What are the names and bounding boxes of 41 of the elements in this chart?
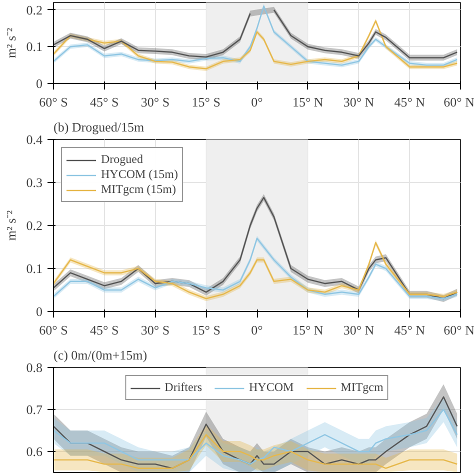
chart-title: (b) Drogued/15m xyxy=(54,120,144,134)
x-tick-label: 30° S xyxy=(140,322,170,338)
y-tick-label: 0 xyxy=(36,76,42,91)
x-tick-label: 15° S xyxy=(192,94,220,110)
x-tick-label: 15° N xyxy=(292,322,324,338)
legend-label: MITgcm (15m) xyxy=(101,182,176,197)
y-tick-label: 0 xyxy=(36,304,42,319)
x-tick-label: 30° N xyxy=(343,322,375,338)
y-tick-label: 0.7 xyxy=(26,402,43,417)
y-tick-label: 0.1 xyxy=(26,261,42,276)
x-tick-label: 45° N xyxy=(394,322,426,338)
y-axis-title: m² s⁻² xyxy=(3,28,18,58)
legend-label: HYCOM xyxy=(249,380,294,395)
line-series xyxy=(54,408,458,465)
x-tick-label: 60° S xyxy=(39,94,68,110)
x-tick-label: 30° S xyxy=(140,94,170,110)
chart-title: (c) 0m/(0m+15m) xyxy=(54,348,148,362)
line-series xyxy=(54,434,458,469)
legend-label: HYCOM (15m) xyxy=(101,167,178,182)
y-tick-label: 0.1 xyxy=(26,39,42,54)
x-tick-label: 15° N xyxy=(292,94,324,110)
x-tick-label: 15° S xyxy=(192,322,220,338)
y-axis-title: m² s⁻² xyxy=(3,210,18,241)
x-tick-label: 30° N xyxy=(343,94,375,110)
x-tick-label: 45° S xyxy=(90,322,119,338)
y-tick-label: 0.3 xyxy=(26,175,42,190)
x-tick-label: 45° S xyxy=(90,94,119,110)
x-tick-label: 60° S xyxy=(39,322,68,338)
legend-label: MITgcm xyxy=(340,380,384,395)
x-tick-label: 0° xyxy=(251,322,263,338)
y-tick-label: 0.8 xyxy=(26,360,42,375)
x-tick-label: 45° N xyxy=(394,94,426,110)
y-tick-label: 0.2 xyxy=(26,2,42,18)
x-tick-label: 60° N xyxy=(444,94,474,110)
y-tick-label: 0.2 xyxy=(26,218,42,233)
legend-label: Drogued xyxy=(101,152,143,167)
x-tick-label: 60° N xyxy=(444,322,474,338)
x-tick-label: 0° xyxy=(251,94,263,110)
y-tick-label: 0.4 xyxy=(26,132,43,147)
y-tick-label: 0.6 xyxy=(26,444,43,459)
legend-label: Drifters xyxy=(164,380,202,395)
